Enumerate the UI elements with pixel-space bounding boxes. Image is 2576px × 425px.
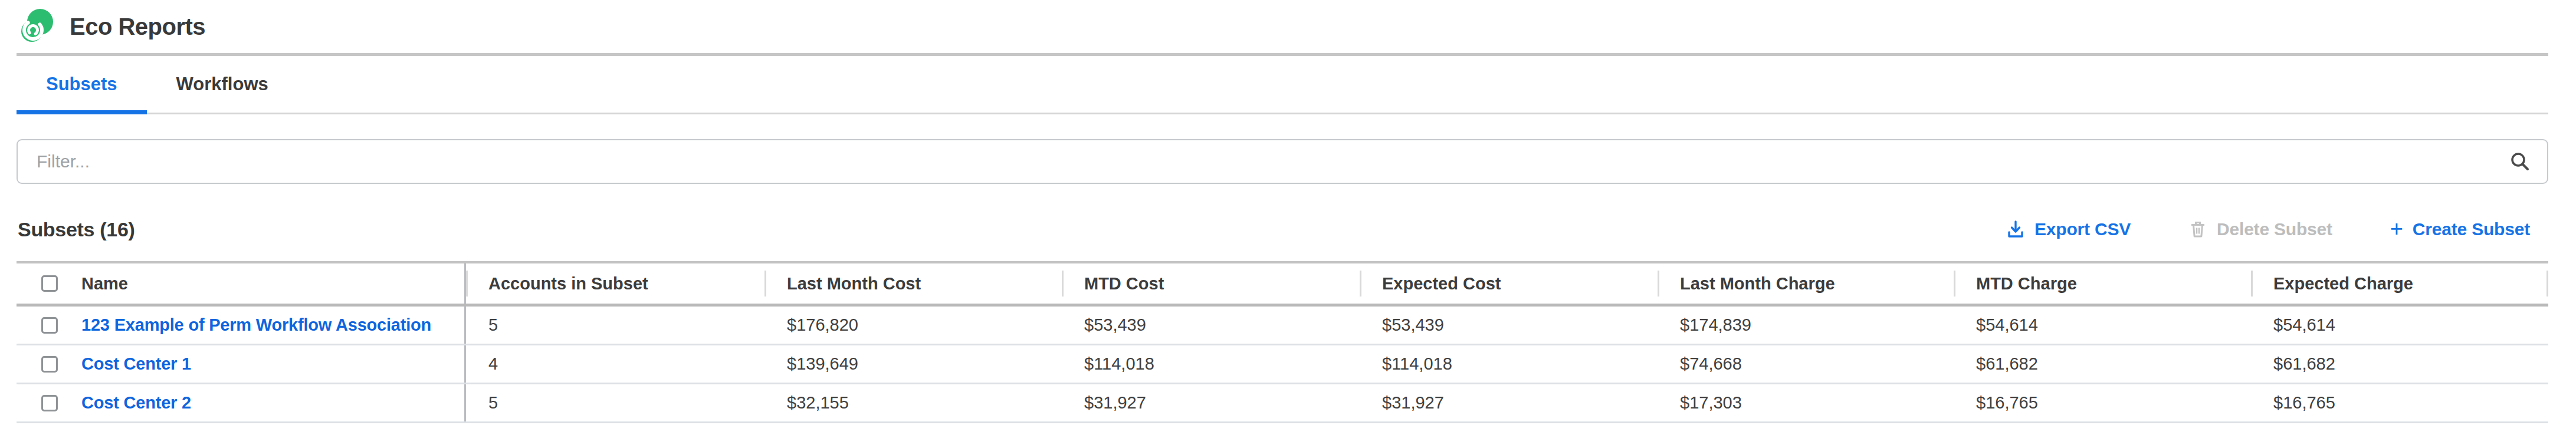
last-month-cost-cell: $139,649 xyxy=(764,345,1062,383)
column-header-mtd-cost: MTD Cost xyxy=(1062,263,1360,304)
mtd-charge-cell: $54,614 xyxy=(1954,307,2251,344)
accounts-in-subset-cell: 5 xyxy=(466,384,764,421)
last-month-cost-cell: $32,155 xyxy=(764,384,1062,421)
filter-field[interactable] xyxy=(17,139,2548,184)
tab-workflows[interactable]: Workflows xyxy=(147,56,298,113)
subsets-table: Name Accounts in Subset Last Month Cost … xyxy=(17,261,2548,423)
trash-icon xyxy=(2188,220,2207,239)
download-icon xyxy=(2006,220,2025,239)
create-subset-label: Create Subset xyxy=(2413,219,2530,239)
name-cell: 123 Example of Perm Workflow Association xyxy=(17,307,466,344)
subsets-count-heading: Subsets (16) xyxy=(18,218,135,241)
filter-input[interactable] xyxy=(35,151,2509,172)
subset-name-link[interactable]: 123 Example of Perm Workflow Association xyxy=(81,315,431,335)
expected-cost-cell: $53,439 xyxy=(1360,307,1658,344)
name-cell: Cost Center 2 xyxy=(17,384,466,421)
column-header-expected-cost: Expected Cost xyxy=(1360,263,1658,304)
export-csv-button[interactable]: Export CSV xyxy=(2003,219,2134,240)
column-header-accounts: Accounts in Subset xyxy=(466,263,764,304)
name-cell: Cost Center 1 xyxy=(17,345,466,383)
subset-name-link[interactable]: Cost Center 2 xyxy=(81,393,191,413)
tab-bar: Subsets Workflows xyxy=(17,56,2548,114)
tab-workflows-label: Workflows xyxy=(176,74,268,95)
accounts-in-subset-cell: 4 xyxy=(466,345,764,383)
table-header-row: Name Accounts in Subset Last Month Cost … xyxy=(17,263,2548,307)
expected-cost-cell: $31,927 xyxy=(1360,384,1658,421)
export-csv-label: Export CSV xyxy=(2034,219,2131,239)
last-month-cost-cell: $176,820 xyxy=(764,307,1062,344)
column-header-name: Name xyxy=(17,263,466,304)
column-header-mtd-charge: MTD Charge xyxy=(1954,263,2251,304)
mtd-charge-cell: $16,765 xyxy=(1954,384,2251,421)
expected-cost-cell: $114,018 xyxy=(1360,345,1658,383)
subsets-toolbar: Subsets (16) Export CSV Delete Sub xyxy=(18,216,2534,243)
table-row: Cost Center 1 4 $139,649 $114,018 $114,0… xyxy=(17,345,2548,384)
column-header-last-month-charge: Last Month Charge xyxy=(1658,263,1954,304)
page-title: Eco Reports xyxy=(70,14,205,40)
table-row: 123 Example of Perm Workflow Association… xyxy=(17,307,2548,345)
last-month-charge-cell: $17,303 xyxy=(1658,384,1954,421)
mtd-cost-cell: $31,927 xyxy=(1062,384,1360,421)
last-month-charge-cell: $174,839 xyxy=(1658,307,1954,344)
expected-charge-cell: $54,614 xyxy=(2251,307,2548,344)
subset-name-link[interactable]: Cost Center 1 xyxy=(81,354,191,374)
expected-charge-cell: $61,682 xyxy=(2251,345,2548,383)
column-header-name-label: Name xyxy=(81,274,128,294)
column-header-expected-charge: Expected Charge xyxy=(2251,263,2548,304)
app-header: Eco Reports xyxy=(0,0,2576,53)
plus-icon: + xyxy=(2390,220,2403,238)
select-all-checkbox[interactable] xyxy=(41,275,58,292)
delete-subset-button[interactable]: Delete Subset xyxy=(2185,219,2336,240)
row-checkbox[interactable] xyxy=(41,395,58,411)
mtd-cost-cell: $53,439 xyxy=(1062,307,1360,344)
row-checkbox[interactable] xyxy=(41,317,58,334)
accounts-in-subset-cell: 5 xyxy=(466,307,764,344)
eco-reports-page: Eco Reports Subsets Workflows Subsets (1… xyxy=(0,0,2576,425)
expected-charge-cell: $16,765 xyxy=(2251,384,2548,421)
tab-subsets-label: Subsets xyxy=(46,74,117,95)
tab-subsets[interactable]: Subsets xyxy=(17,56,147,113)
mtd-charge-cell: $61,682 xyxy=(1954,345,2251,383)
last-month-charge-cell: $74,668 xyxy=(1658,345,1954,383)
column-header-last-month-cost: Last Month Cost xyxy=(764,263,1062,304)
search-icon xyxy=(2509,151,2531,172)
mtd-cost-cell: $114,018 xyxy=(1062,345,1360,383)
toolbar-actions: Export CSV Delete Subset + Create Subset xyxy=(2003,219,2534,240)
table-body: 123 Example of Perm Workflow Association… xyxy=(17,307,2548,423)
eco-logo-icon xyxy=(18,8,55,45)
create-subset-button[interactable]: + Create Subset xyxy=(2387,219,2534,240)
table-row: Cost Center 2 5 $32,155 $31,927 $31,927 … xyxy=(17,384,2548,423)
row-checkbox[interactable] xyxy=(41,356,58,373)
delete-subset-label: Delete Subset xyxy=(2217,219,2332,239)
